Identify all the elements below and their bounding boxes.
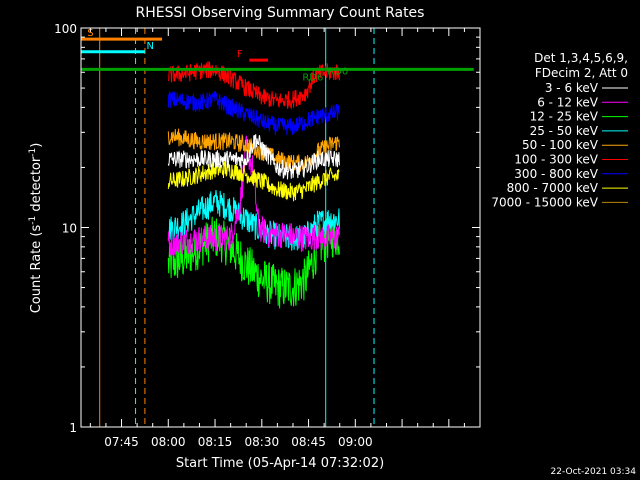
legend-label-7: 800 - 7000 keV <box>507 181 599 195</box>
x-tick-label-2: 08:15 <box>198 435 233 449</box>
series-line-0 <box>167 134 340 180</box>
series-line-7 <box>167 160 340 202</box>
legend-label-5: 100 - 300 keV <box>514 153 598 167</box>
y-tick-label-1: 10 <box>62 222 77 236</box>
x-tick-label-0: 07:45 <box>104 435 139 449</box>
legend: Det 1,3,4,5,6,9, FDecim 2, Att 0 3 - 6 k… <box>491 51 628 209</box>
series-line-6 <box>167 90 340 136</box>
y-axis-label: Count Rate (s-1 detector-1) <box>28 143 44 314</box>
annotation-label-3: RD6 <box>302 72 323 83</box>
x-axis-ticks: 07:45 08:00 08:15 08:30 08:45 09:00 <box>89 28 481 449</box>
y-axis-ticks: 1 10 100 <box>54 22 480 435</box>
legend-label-1: 6 - 12 keV <box>537 95 599 109</box>
legend-label-4: 50 - 100 keV <box>522 138 599 152</box>
annotation-bars: S N F RD6 RD0 <box>81 28 474 83</box>
chart-title: RHESSI Observing Summary Count Rates <box>136 5 425 21</box>
annotation-label-0: S <box>87 28 93 39</box>
annotation-label-4: RD0 <box>327 66 348 77</box>
x-tick-label-4: 08:45 <box>291 435 326 449</box>
series-layer <box>167 61 340 309</box>
series-line-2 <box>167 216 340 309</box>
legend-label-0: 3 - 6 keV <box>545 81 599 95</box>
y-tick-label-0: 1 <box>69 421 77 435</box>
x-axis-label: Start Time (05-Apr-14 07:32:02) <box>176 456 384 471</box>
y-tick-label-2: 100 <box>54 22 77 36</box>
legend-label-8: 7000 - 15000 keV <box>491 195 598 209</box>
x-tick-label-5: 09:00 <box>338 435 373 449</box>
legend-title-line-1: Det 1,3,4,5,6,9, <box>534 51 628 65</box>
legend-label-6: 300 - 800 keV <box>514 167 598 181</box>
series-line-3 <box>167 189 340 251</box>
footer-date: 22-Oct-2021 03:34 <box>551 467 637 477</box>
annotation-label-1: N <box>146 41 153 52</box>
x-tick-label-1: 08:00 <box>151 435 186 449</box>
legend-title-line-2: FDecim 2, Att 0 <box>535 66 628 80</box>
legend-label-2: 12 - 25 keV <box>530 110 599 124</box>
annotation-label-2: F <box>237 49 243 60</box>
legend-label-3: 25 - 50 keV <box>530 124 599 138</box>
x-tick-label-3: 08:30 <box>245 435 280 449</box>
series-line-5 <box>167 61 340 110</box>
